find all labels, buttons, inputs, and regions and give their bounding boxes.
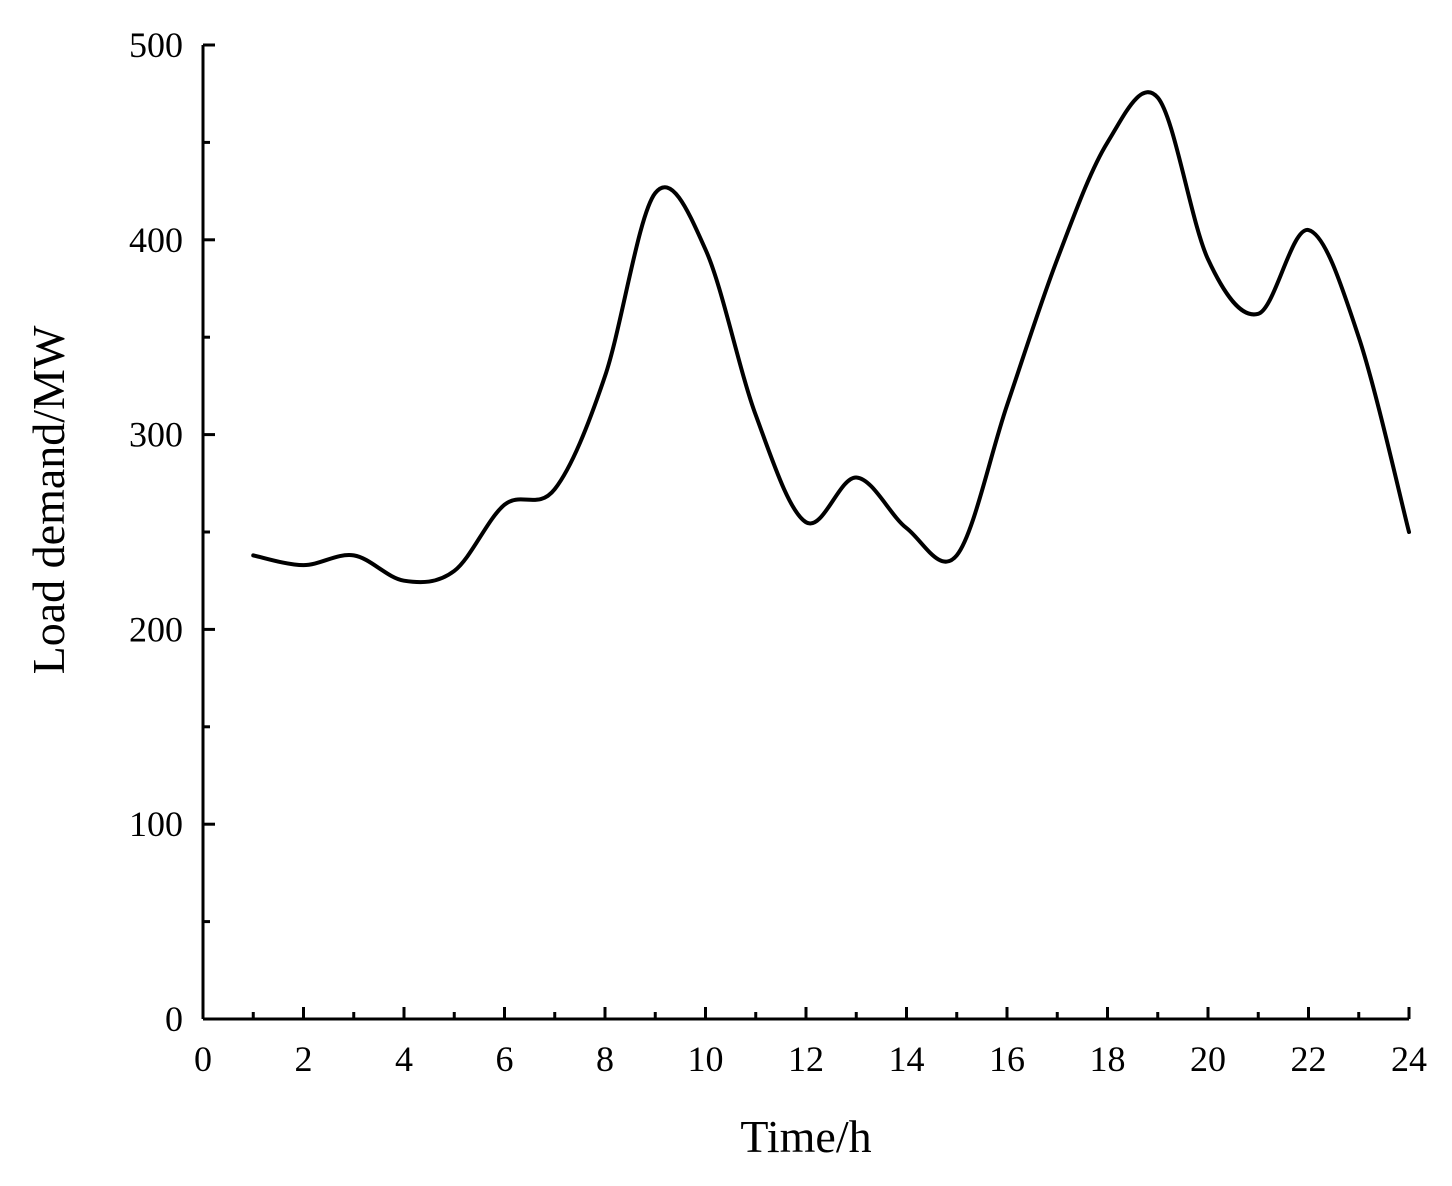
x-tick-label: 16 — [989, 1039, 1025, 1079]
y-tick-label: 300 — [129, 415, 183, 455]
x-tick-label: 6 — [496, 1039, 514, 1079]
y-tick-label: 0 — [165, 999, 183, 1039]
y-tick-label: 100 — [129, 804, 183, 844]
y-axis-title: Load demand/MW — [23, 325, 74, 674]
y-tick-label: 500 — [129, 25, 183, 65]
x-tick-label: 10 — [688, 1039, 724, 1079]
y-tick-label: 200 — [129, 609, 183, 649]
x-axis-title: Time/h — [740, 1111, 871, 1162]
x-tick-label: 20 — [1190, 1039, 1226, 1079]
x-tick-label: 8 — [596, 1039, 614, 1079]
axes — [201, 45, 1409, 1021]
x-tick-label: 18 — [1090, 1039, 1126, 1079]
x-tick-label: 4 — [395, 1039, 413, 1079]
ticks — [201, 43, 1411, 1021]
x-tick-label: 24 — [1391, 1039, 1427, 1079]
x-tick-label: 14 — [889, 1039, 925, 1079]
series-line — [251, 90, 1411, 585]
y-tick-label: 400 — [129, 220, 183, 260]
x-tick-label: 12 — [788, 1039, 824, 1079]
x-tick-label: 22 — [1291, 1039, 1327, 1079]
x-tick-label: 0 — [194, 1039, 212, 1079]
series-group — [251, 90, 1411, 585]
x-tick-label: 2 — [295, 1039, 313, 1079]
